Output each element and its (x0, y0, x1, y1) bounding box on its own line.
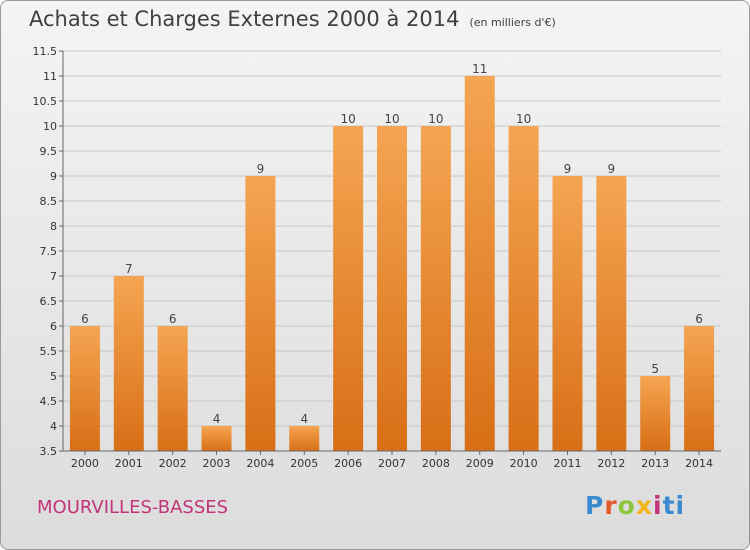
x-tick-label: 2000 (71, 457, 99, 470)
y-tick-label: 9 (50, 170, 57, 183)
x-tick-label: 2011 (553, 457, 581, 470)
y-tick-label: 10.5 (33, 95, 58, 108)
bar-value-label: 4 (300, 412, 308, 426)
bar-2005 (289, 426, 320, 451)
x-tick-label: 2005 (290, 457, 318, 470)
x-tick-label: 2009 (466, 457, 494, 470)
y-tick-label: 4.5 (40, 395, 58, 408)
x-tick-label: 2008 (422, 457, 450, 470)
bar-value-label: 10 (428, 112, 443, 126)
bar-2002 (157, 326, 188, 451)
y-tick-label: 5 (50, 370, 57, 383)
bar-2012 (596, 176, 627, 451)
bar-2003 (201, 426, 232, 451)
bar-2014 (684, 326, 715, 451)
chart-title: Achats et Charges Externes 2000 à 2014 (e… (29, 7, 556, 31)
y-tick-label: 7.5 (40, 245, 58, 258)
bar-layer (69, 76, 715, 451)
y-tick-label: 4 (50, 420, 57, 433)
bar-value-label: 6 (695, 312, 703, 326)
y-tick-label: 5.5 (40, 345, 58, 358)
axis-layer: 3.5 4 4.5 5 5.5 6 6.5 7 7.5 8 8.5 9 9.5 10 10.5 11 11.5 2… (33, 45, 721, 470)
y-tick-label: 9.5 (40, 145, 58, 158)
x-tick-label: 2012 (597, 457, 625, 470)
bar-value-label: 7 (125, 262, 133, 276)
y-tick-label: 6 (50, 320, 57, 333)
bar-value-label: 6 (81, 312, 89, 326)
x-tick-label: 2007 (378, 457, 406, 470)
bar-2008 (420, 126, 451, 451)
x-tick-label: 2014 (685, 457, 713, 470)
bar-2000 (69, 326, 100, 451)
y-tick-label: 6.5 (40, 295, 58, 308)
bar-value-label: 6 (169, 312, 177, 326)
y-tick-label: 3.5 (40, 445, 58, 458)
bar-value-label: 9 (564, 162, 572, 176)
label-layer: 6 7 6 4 9 4 10 10 10 11 10 9 9 5 6 (81, 62, 703, 426)
bar-value-label: 9 (608, 162, 616, 176)
brand-logo: Proxiti (585, 491, 686, 520)
x-tick-label: 2001 (115, 457, 143, 470)
bar-value-label: 10 (340, 112, 355, 126)
bar-value-label: 5 (651, 362, 659, 376)
y-tick-label: 8 (50, 220, 57, 233)
y-tick-label: 11 (43, 70, 57, 83)
x-tick-label: 2004 (246, 457, 274, 470)
bar-2001 (113, 276, 144, 451)
bar-value-label: 11 (472, 62, 487, 76)
chart-subtitle: (en milliers d'€) (469, 16, 556, 29)
bar-value-label: 9 (257, 162, 265, 176)
chart-title-text: Achats et Charges Externes 2000 à 2014 (29, 7, 460, 31)
x-tick-label: 2013 (641, 457, 669, 470)
place-name: MOURVILLES-BASSES (37, 497, 229, 518)
bar-2006 (333, 126, 364, 451)
bar-value-label: 4 (213, 412, 221, 426)
bar-value-label: 10 (384, 112, 399, 126)
y-tick-label: 8.5 (40, 195, 58, 208)
bar-2011 (552, 176, 583, 451)
bar-2009 (464, 76, 495, 451)
x-tick-label: 2010 (510, 457, 538, 470)
y-tick-label: 7 (50, 270, 57, 283)
bar-2013 (640, 376, 671, 451)
y-tick-label: 10 (43, 120, 57, 133)
x-tick-label: 2006 (334, 457, 362, 470)
bar-2007 (377, 126, 407, 451)
y-tick-label: 11.5 (33, 45, 58, 58)
x-tick-label: 2002 (159, 457, 187, 470)
bar-2010 (508, 126, 539, 451)
x-tick-label: 2003 (203, 457, 231, 470)
bar-value-label: 10 (516, 112, 531, 126)
bar-2004 (245, 176, 276, 451)
